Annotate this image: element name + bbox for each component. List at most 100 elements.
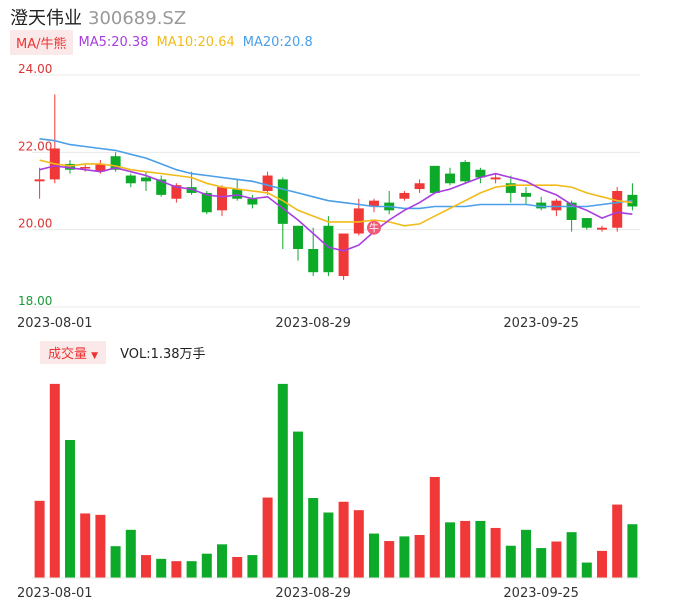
volume-bar <box>232 556 243 578</box>
candle-body <box>141 177 151 182</box>
y-tick-label: 24.00 <box>18 62 52 76</box>
ma5-label: MA5:20.38 <box>78 35 149 50</box>
bull-marker-icon <box>367 220 381 235</box>
stock-code: 300689.SZ <box>88 8 187 29</box>
candle-body <box>338 233 349 277</box>
volume-bar <box>536 548 547 578</box>
candle-body <box>414 183 425 190</box>
candle-body <box>247 198 258 205</box>
y-tick-label: 22.00 <box>18 139 52 153</box>
candle-body <box>429 165 440 193</box>
volume-bar <box>414 534 425 578</box>
stock-name: 澄天伟业 <box>10 8 82 29</box>
candle-body <box>536 202 547 209</box>
volume-x-tick-label: 2023-08-01 <box>17 586 93 601</box>
volume-bar <box>597 550 607 578</box>
volume-bar <box>429 476 440 578</box>
volume-bar <box>201 553 212 578</box>
x-tick-label: 2023-09-25 <box>503 316 579 331</box>
candle-body <box>445 173 455 184</box>
candle-body <box>323 225 334 273</box>
x-tick-label: 2023-08-29 <box>275 316 351 331</box>
volume-bar <box>384 541 395 578</box>
volume-bar <box>186 561 197 578</box>
volume-bar <box>353 510 364 578</box>
volume-value: VOL:1.38万手 <box>120 347 206 362</box>
volume-bar <box>521 529 531 578</box>
y-tick-label: 18.00 <box>18 294 52 308</box>
candle-body <box>521 192 531 197</box>
candle-body <box>551 200 562 211</box>
candle-body <box>353 208 364 234</box>
volume-bar <box>110 546 121 578</box>
volume-bar <box>95 514 106 578</box>
candle-body <box>186 187 197 193</box>
volume-x-tick-label: 2023-08-29 <box>275 586 351 601</box>
candle-body <box>627 194 638 207</box>
volume-bar <box>156 558 167 578</box>
ma5-line <box>39 165 633 252</box>
volume-bar <box>323 512 334 578</box>
candle-body <box>201 192 212 213</box>
volume-indicator-button[interactable]: 成交量 ▼ <box>40 341 107 364</box>
candle-body <box>80 167 91 169</box>
volume-bar <box>34 500 45 578</box>
ma10-label: MA10:20.64 <box>156 35 235 50</box>
candle-body <box>293 225 303 249</box>
candle-body <box>566 202 577 220</box>
candle-body <box>217 187 227 211</box>
ma-legend: MA/牛熊 MA5:20.38 MA10:20.64 MA20:20.8 <box>10 30 321 55</box>
volume-bar <box>445 522 455 578</box>
candle-body <box>475 169 486 178</box>
caret-down-icon: ▼ <box>91 351 99 361</box>
volume-bar <box>460 520 471 578</box>
candle-body <box>490 177 501 180</box>
volume-bar <box>262 497 273 578</box>
candle-body <box>460 162 471 182</box>
volume-bar <box>566 532 577 578</box>
candle-body <box>95 163 106 172</box>
volume-bar <box>293 431 303 578</box>
volume-bar <box>65 440 75 578</box>
volume-bar <box>141 555 151 578</box>
candle-body <box>612 191 623 228</box>
candle-body <box>110 156 121 170</box>
volume-bar <box>277 383 288 578</box>
x-tick-label: 2023-08-01 <box>17 316 93 331</box>
volume-bar <box>49 383 60 578</box>
candle-body <box>171 185 182 199</box>
volume-bar <box>505 545 516 578</box>
volume-bar <box>627 524 638 578</box>
candle-body <box>156 179 167 195</box>
volume-bar <box>399 536 410 578</box>
candle-body <box>262 175 273 191</box>
stock-title: 澄天伟业 300689.SZ <box>10 4 186 30</box>
volume-bar <box>369 533 379 578</box>
ma10-line <box>39 159 633 227</box>
candle-body <box>232 189 243 199</box>
ma-mode-button[interactable]: MA/牛熊 <box>10 30 73 55</box>
volume-bar <box>612 504 623 578</box>
candle-body <box>505 183 516 193</box>
volume-x-tick-label: 2023-09-25 <box>503 586 579 601</box>
candle-body <box>125 175 136 184</box>
volume-legend: 成交量 ▼ VOL:1.38万手 <box>40 341 206 364</box>
volume-bar <box>308 498 319 578</box>
candle-body <box>308 249 319 273</box>
bull-marker-label: 牛 <box>369 222 379 235</box>
volume-indicator-label: 成交量 <box>48 347 88 362</box>
volume-bar <box>247 555 258 578</box>
candle-body <box>597 227 607 230</box>
volume-bar <box>171 561 182 578</box>
ma20-line <box>39 138 633 210</box>
volume-bar <box>581 562 592 578</box>
volume-bar <box>338 501 349 578</box>
candle-body <box>399 192 410 199</box>
candle-body <box>34 179 45 182</box>
candle-body <box>581 218 592 228</box>
volume-bar <box>490 527 501 578</box>
candle-body <box>369 200 379 207</box>
y-tick-label: 20.00 <box>18 217 52 231</box>
volume-bar <box>217 544 227 578</box>
